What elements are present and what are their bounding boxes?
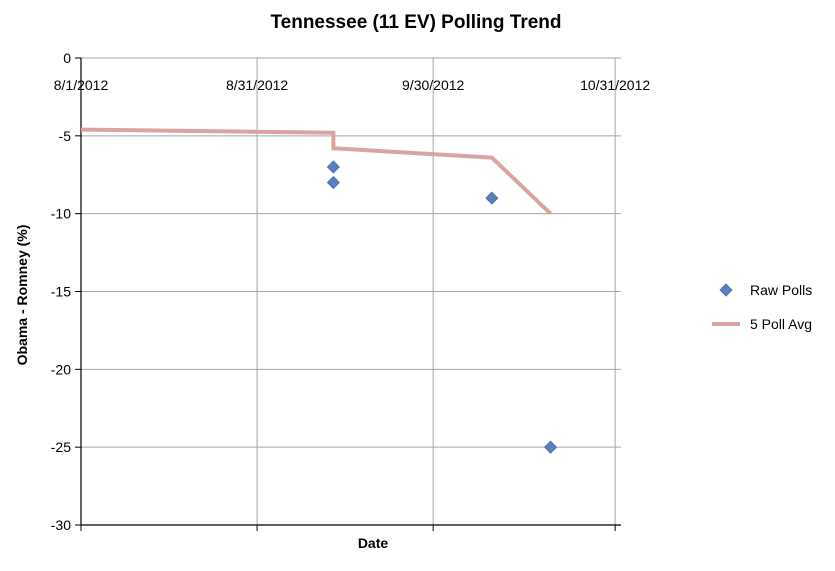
x-tick-label: 10/31/2012	[580, 77, 650, 93]
legend-label: Raw Polls	[750, 282, 812, 298]
y-axis-title: Obama - Romney (%)	[14, 225, 30, 366]
grid	[81, 57, 621, 525]
y-tick-label: -5	[59, 128, 72, 144]
y-tick-label: -10	[51, 206, 71, 222]
x-axis-title: Date	[358, 535, 389, 551]
y-tick-label: 0	[63, 50, 71, 66]
raw-poll-point	[485, 191, 499, 205]
raw-poll-point	[326, 160, 340, 174]
raw-poll-point	[326, 175, 340, 190]
x-tick-label: 8/1/2012	[54, 77, 109, 93]
y-tick-label: -25	[51, 439, 71, 455]
x-tick-label: 8/31/2012	[226, 77, 288, 93]
y-tick-label: -20	[51, 361, 71, 377]
avg-line-series	[80, 127, 552, 216]
legend: Raw Polls 5 Poll Avg	[712, 282, 812, 332]
raw-poll-point	[543, 440, 558, 454]
x-tick-label: 9/30/2012	[402, 77, 464, 93]
raw-polls-series	[326, 160, 558, 454]
y-tick-label: -30	[51, 517, 71, 533]
chart-title: Tennessee (11 EV) Polling Trend	[270, 12, 561, 33]
legend-raw-swatch	[719, 283, 733, 297]
x-tick-labels: 8/1/2012 8/31/2012 9/30/2012 10/31/2012	[54, 77, 651, 93]
axes	[75, 57, 621, 531]
legend-label: 5 Poll Avg	[750, 316, 812, 332]
y-tick-labels: 0 -5 -10 -15 -20 -25 -30	[51, 50, 71, 533]
avg-line	[80, 127, 552, 216]
y-tick-label: -15	[51, 284, 71, 300]
